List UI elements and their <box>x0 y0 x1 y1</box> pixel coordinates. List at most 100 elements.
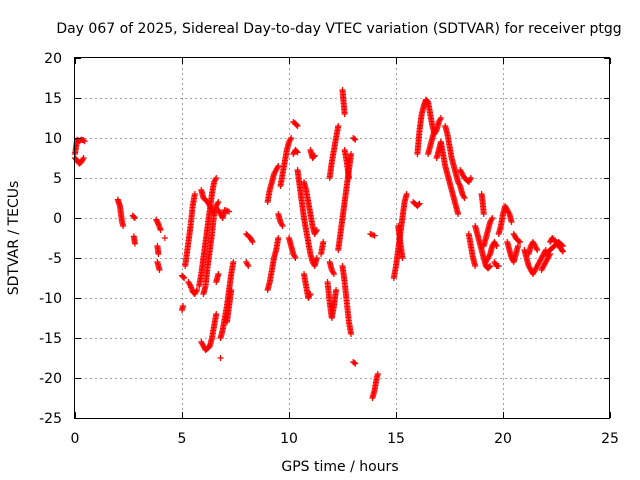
data-point-marker <box>403 191 410 197</box>
data-point-marker <box>472 263 479 269</box>
data-point-marker <box>437 116 444 123</box>
data-point-marker <box>533 245 540 252</box>
data-point-marker <box>333 287 340 293</box>
chart-title: Day 067 of 2025, Sidereal Day-to-day VTE… <box>56 21 621 37</box>
data-point-marker <box>217 355 224 361</box>
data-point-marker <box>293 122 300 129</box>
grid-lines <box>75 58 610 418</box>
data-point-marker <box>213 175 220 181</box>
data-point-marker <box>467 175 474 181</box>
data-point-marker <box>287 136 294 143</box>
data-point-marker <box>456 181 463 188</box>
data-point-marker <box>320 239 327 245</box>
data-point-marker <box>288 135 295 141</box>
data-point-marker <box>213 311 220 317</box>
data-point-marker <box>193 287 200 293</box>
data-point-marker <box>244 261 251 268</box>
data-point-marker <box>351 135 358 142</box>
data-point-marker <box>559 247 566 254</box>
data-point-marker <box>191 191 198 197</box>
data-point-marker <box>374 371 381 377</box>
data-point-marker <box>505 209 512 216</box>
plot-frame <box>74 57 610 419</box>
data-point-marker <box>274 164 281 171</box>
data-point-marker <box>180 274 187 281</box>
data-point-marker <box>516 238 523 245</box>
data-point-marker <box>480 211 487 217</box>
data-point-marker <box>279 223 286 229</box>
data-point-marker <box>311 152 318 159</box>
x-axis-label: GPS time / hours <box>281 459 398 475</box>
data-point-marker <box>228 287 235 293</box>
data-point-marker <box>345 175 352 181</box>
data-point-marker <box>278 221 285 228</box>
data-point-marker <box>215 199 222 205</box>
data-point-marker <box>534 247 541 253</box>
data-point-marker <box>313 227 320 233</box>
data-point-marker <box>81 138 88 145</box>
data-point-marker <box>313 228 320 235</box>
data-point-marker <box>348 151 355 157</box>
data-point-marker <box>131 240 138 247</box>
x-tick-label: 25 <box>601 431 619 447</box>
y-tick-label: 5 <box>53 171 62 187</box>
data-point-marker <box>313 255 320 261</box>
data-point-marker <box>291 253 298 260</box>
data-point-marker <box>294 149 301 156</box>
data-point-marker <box>306 292 313 299</box>
data-point-marker <box>508 219 515 225</box>
data-point-marker <box>156 267 163 273</box>
data-point-marker <box>330 269 337 276</box>
data-point-marker <box>517 239 524 245</box>
data-point-marker <box>558 242 565 248</box>
data-point-marker <box>460 193 467 200</box>
data-point-marker <box>341 111 348 117</box>
data-point-marker <box>495 263 502 269</box>
y-tick-label: 10 <box>44 131 62 147</box>
y-tick-label: -15 <box>39 331 62 347</box>
data-point-marker <box>212 176 219 183</box>
y-axis-label: SDTVAR / TECUs <box>6 181 22 296</box>
x-tick-label: 20 <box>494 431 512 447</box>
axis-ticks <box>75 58 611 419</box>
x-tick-labels: 0 5 10 15 20 25 <box>71 431 619 447</box>
x-tick-label: 0 <box>71 431 80 447</box>
y-tick-label: 0 <box>53 211 62 227</box>
data-point-marker <box>245 263 252 269</box>
data-point-marker <box>493 243 500 249</box>
data-point-marker <box>161 235 168 241</box>
data-point-marker <box>352 360 359 367</box>
data-point-marker <box>415 201 422 208</box>
data-point-marker <box>310 153 317 160</box>
y-tick-label: -20 <box>39 371 62 387</box>
x-tick-label: 5 <box>178 431 187 447</box>
x-tick-label: 10 <box>280 431 298 447</box>
data-point-marker <box>215 271 222 277</box>
y-tick-label: -10 <box>39 291 62 307</box>
y-tick-label: 15 <box>44 91 62 107</box>
data-point-marker <box>275 235 282 241</box>
data-point-marker <box>214 200 221 207</box>
y-tick-label: -25 <box>39 411 62 427</box>
data-point-marker <box>131 214 138 221</box>
data-point-marker <box>514 243 521 249</box>
data-point-marker <box>335 123 342 129</box>
data-point-marker <box>467 176 474 183</box>
data-point-marker <box>352 136 359 143</box>
data-point-marker <box>292 255 299 261</box>
data-point-marker <box>230 259 237 265</box>
data-point-marker <box>226 208 233 215</box>
x-tick-label: 15 <box>387 431 405 447</box>
data-point-marker <box>351 359 358 366</box>
data-point-marker <box>489 215 496 221</box>
data-point-marker <box>157 227 164 233</box>
data-point-marker <box>79 156 86 163</box>
data-point-marker <box>416 200 423 207</box>
data-point-marker <box>181 275 188 281</box>
data-point-marker <box>186 281 193 288</box>
data-point-marker <box>120 223 127 229</box>
data-point-marker <box>559 248 566 255</box>
data-point-marker <box>155 251 162 257</box>
data-point-marker <box>131 215 138 221</box>
